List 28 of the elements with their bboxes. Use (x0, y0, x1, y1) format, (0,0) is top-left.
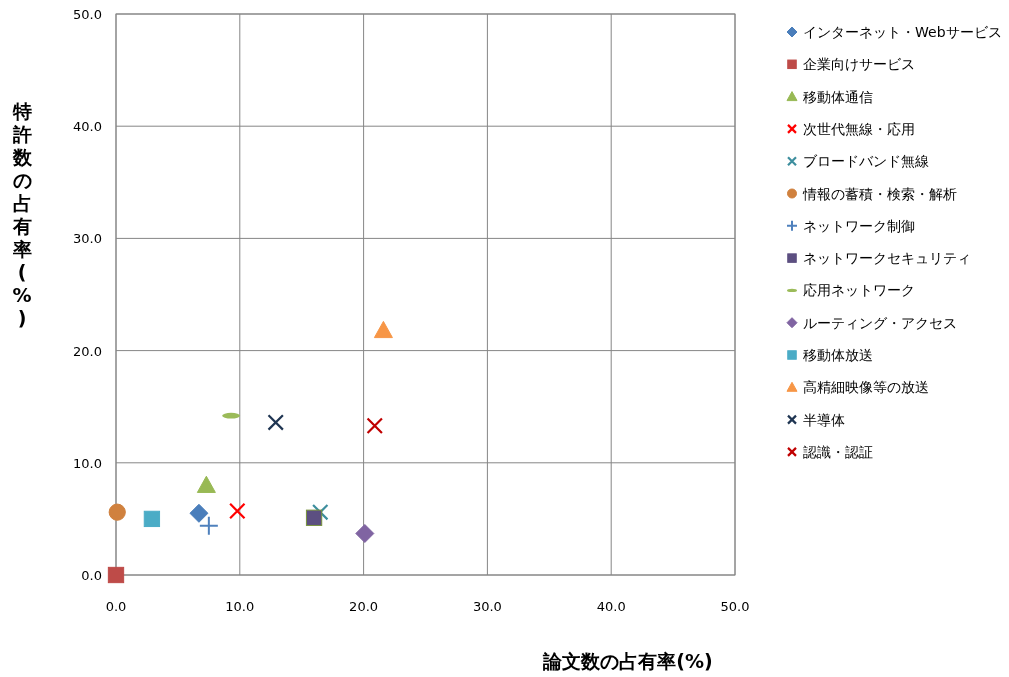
y-tick-label: 10.0 (73, 455, 102, 471)
x-tick-label: 50.0 (720, 599, 750, 614)
legend-label: ブロードバンド無線 (803, 153, 929, 170)
legend-label: 応用ネットワーク (803, 282, 915, 299)
x-tick-label: 10.0 (225, 599, 255, 614)
legend-label: 移動体放送 (803, 347, 873, 363)
x-axis-title: 論文数の占有率(%) (542, 650, 713, 672)
text: 特許数の占有率(%) (12, 100, 32, 329)
x-tick-label: 0.0 (105, 599, 127, 614)
legend-label: 半導体 (803, 411, 845, 428)
y-tick-label: 0.0 (81, 568, 102, 583)
legend-label: インターネット・Webサービス (803, 24, 1002, 40)
x-tick-label: 30.0 (472, 599, 502, 614)
y-tick-label: 30.0 (73, 231, 102, 247)
y-tick-label: 20.0 (73, 343, 102, 359)
legend-label: 企業向けサービス (803, 56, 915, 73)
legend-label: 次世代無線・応用 (803, 120, 915, 137)
legend-label: 情報の蓄積・検索・解析 (802, 185, 957, 202)
x-tick-label: 20.0 (349, 599, 379, 614)
y-tick-label: 50.0 (73, 7, 102, 22)
legend-label: 移動体通信 (803, 88, 873, 105)
legend-label: ネットワーク制御 (803, 217, 915, 234)
legend-label: ネットワークセキュリティ (803, 250, 971, 267)
legend-label: 高精細映像等の放送 (803, 379, 929, 396)
y-tick-label: 40.0 (73, 119, 102, 135)
x-tick-label: 40.0 (596, 599, 626, 614)
legend-label: 認識・認証 (803, 443, 873, 460)
legend-label: ルーティング・アクセス (803, 314, 957, 331)
